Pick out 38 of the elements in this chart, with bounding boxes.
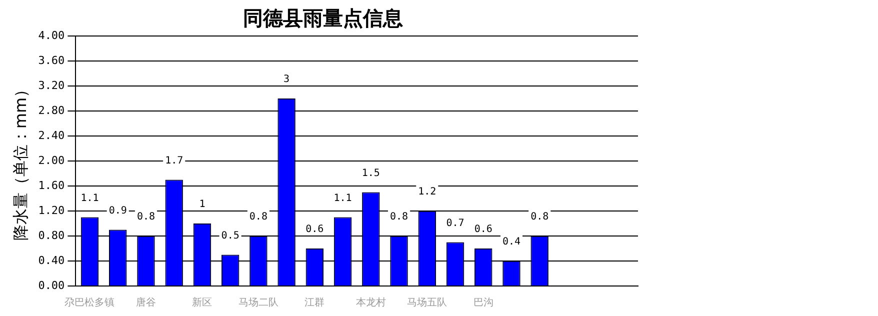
y-tick-label: 3.60 [38,54,65,67]
data-label: 1 [199,199,206,210]
chart-title: 同德县雨量点信息 [243,6,403,30]
x-tick-label: 新区 [192,296,212,309]
data-label: 0.5 [221,230,240,242]
data-label: 0.4 [502,236,521,248]
data-label: 1.7 [165,155,184,166]
data-label: 0.8 [530,212,549,223]
y-tick-label: 0.40 [38,254,65,267]
y-tick-label: 2.80 [38,104,65,117]
x-tick-label: 江群 [304,296,325,309]
data-label: 0.8 [390,212,408,223]
x-tick-label: 马场五队 [407,296,448,309]
y-tick-label: 1.60 [38,178,65,192]
data-label: 0.7 [446,218,464,229]
data-label: 3 [284,74,290,86]
y-tick-label: 2.40 [38,128,65,142]
data-label: 0.8 [136,212,156,223]
x-tick-label: 马场二队 [238,296,278,309]
y-axis-title: 降水量（单位：mm） [10,81,30,241]
x-tick-label: 尕巴松多镇 [64,296,115,309]
x-tick-label: 本龙村 [356,296,386,309]
y-tick-label: 2.00 [38,154,65,167]
data-label: 0.6 [474,224,492,236]
x-tick-label: 巴沟 [473,296,494,309]
data-label: 1.1 [334,192,352,204]
y-tick-label: 0.00 [38,278,65,292]
data-label: 0.9 [108,205,127,216]
data-label: 0.8 [249,212,268,223]
data-label: 1.1 [80,192,99,204]
x-tick-label: 唐谷 [136,296,156,309]
y-tick-label: 0.80 [38,228,65,242]
data-label: 0.6 [306,224,324,236]
data-label: 1.2 [418,186,436,198]
y-tick-label: 3.20 [38,78,65,92]
y-tick-label: 4.00 [38,28,65,42]
data-label: 1.5 [362,168,380,179]
y-tick-label: 1.20 [38,204,65,217]
